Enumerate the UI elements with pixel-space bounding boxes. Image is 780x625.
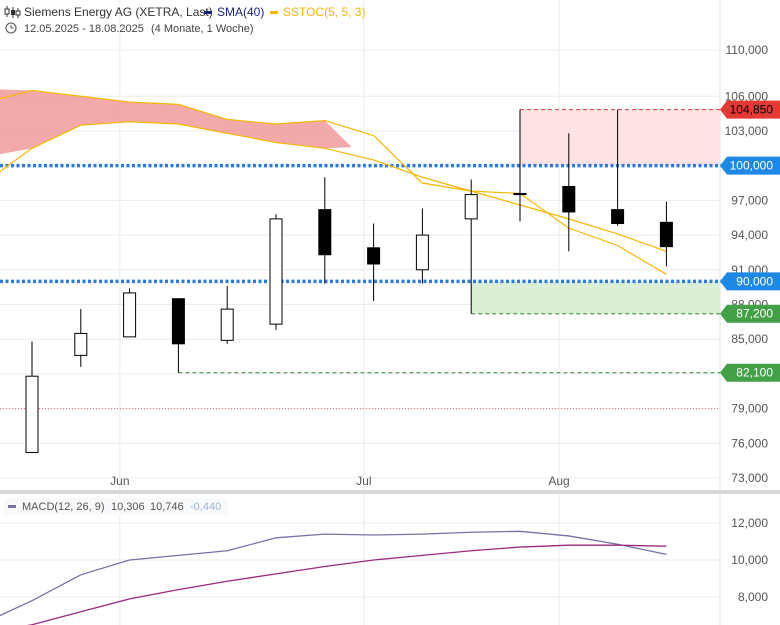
macd-y-tick-label: 10,000 [731,553,768,567]
price-tag-104,850: 104,850 [720,100,780,119]
sstoc-legend-label[interactable]: SSTOC(5, 5, 3) [283,5,365,19]
indicator-lines [0,89,667,275]
sma-line [0,121,667,252]
price-tag-87,200: 87,200 [720,304,780,323]
candlestick-icon [4,6,21,18]
candle-body [659,221,673,248]
candle [25,341,39,454]
price-tag-82,100: 82,100 [720,363,780,382]
signal-value: 10,746 [150,501,184,513]
macd-y-axis: 12,000 10,000 8,000 [731,516,768,604]
y-tick-label: 79,000 [731,402,768,416]
candle [415,208,429,284]
candle-body [318,209,332,256]
candle [611,109,625,226]
y-tick-label: 76,000 [731,436,768,450]
horizontal-lines [0,109,780,410]
panel-separator[interactable] [0,490,780,494]
y-tick-label: 94,000 [731,228,768,242]
price-tag-shape [720,304,780,323]
macd-line [0,530,667,617]
red-area [0,89,352,155]
macd-legend-swatch [8,505,16,508]
macd-label[interactable]: MACD(12, 26, 9) [22,501,105,513]
price-tag-label: 100,000 [730,159,774,173]
macd-grid [0,494,721,625]
price-tag-shape [720,100,780,119]
price-tag-label: 87,200 [736,307,773,321]
x-tick-label: Jul [356,474,371,488]
chart-header: Siemens Energy AG (XETRA, Last) SMA(40) … [4,5,365,35]
duration: (4 Monate, 1 Woche) [151,23,254,35]
macd-y-tick-label: 12,000 [731,516,768,530]
chart-title: Siemens Energy AG (XETRA, Last) [24,5,213,19]
histogram-value: -0,440 [190,501,221,513]
macd-lines [0,530,667,625]
zone-green [471,281,720,314]
candles [25,109,673,454]
candle [123,288,137,338]
x-tick-label: Jun [110,474,129,488]
price-tag-90,000: 90,000 [720,272,780,291]
candle-body [562,185,576,213]
candle [171,298,185,373]
candle [659,201,673,267]
price-tag-100,000: 100,000 [720,156,780,175]
sma-legend-label[interactable]: SMA(40) [217,5,264,19]
macd-y-tick-label: 8,000 [738,590,768,604]
y-tick-label: 106,000 [725,89,769,103]
candle-body [74,332,88,356]
candle-body [611,209,625,225]
macd-value: 10,306 [111,501,145,513]
y-tick-label: 103,000 [725,124,769,138]
price-tag-shape [720,156,780,175]
candle-body [123,292,137,338]
candle-body [415,234,429,271]
candle-body [220,308,234,341]
sstoc-legend-swatch [270,11,278,14]
candle-body [25,375,39,454]
price-tag-label: 90,000 [736,274,773,288]
y-tick-label: 85,000 [731,332,768,346]
sstoc-line [0,89,667,275]
price-tag-label: 82,100 [736,366,773,380]
price-tag-shape [720,363,780,382]
y-tick-label: 110,000 [726,43,769,57]
zones [471,109,720,314]
candle-body [269,218,283,325]
candle-body [513,192,527,196]
candle [464,179,478,314]
price-tag-label: 104,850 [730,103,774,117]
y-tick-label: 97,000 [731,193,768,207]
clock-icon [5,22,17,34]
candle [562,133,576,252]
y-tick-label: 73,000 [731,471,768,485]
candle [367,223,381,302]
candle-body [464,194,478,220]
macd-legend: MACD(12, 26, 9) 10,306 10,746 -0,440 [4,498,228,515]
candle [220,285,234,344]
zone-red [520,109,720,166]
x-axis: Jun Jul Aug [110,474,570,488]
sma-legend-swatch [204,11,212,14]
x-tick-label: Aug [548,474,569,488]
candle [318,177,332,284]
candle [269,214,283,330]
price-tag-shape [720,272,780,291]
signal-line [26,544,667,625]
candle-body [171,298,185,345]
candle [74,309,88,367]
candle-body [367,247,381,265]
date-range: 12.05.2025 - 18.08.2025 [24,23,144,35]
candle [513,109,527,222]
bearish-area [0,89,352,155]
price-tags: 104,850 100,000 90,000 87,200 82,100 [720,100,780,382]
